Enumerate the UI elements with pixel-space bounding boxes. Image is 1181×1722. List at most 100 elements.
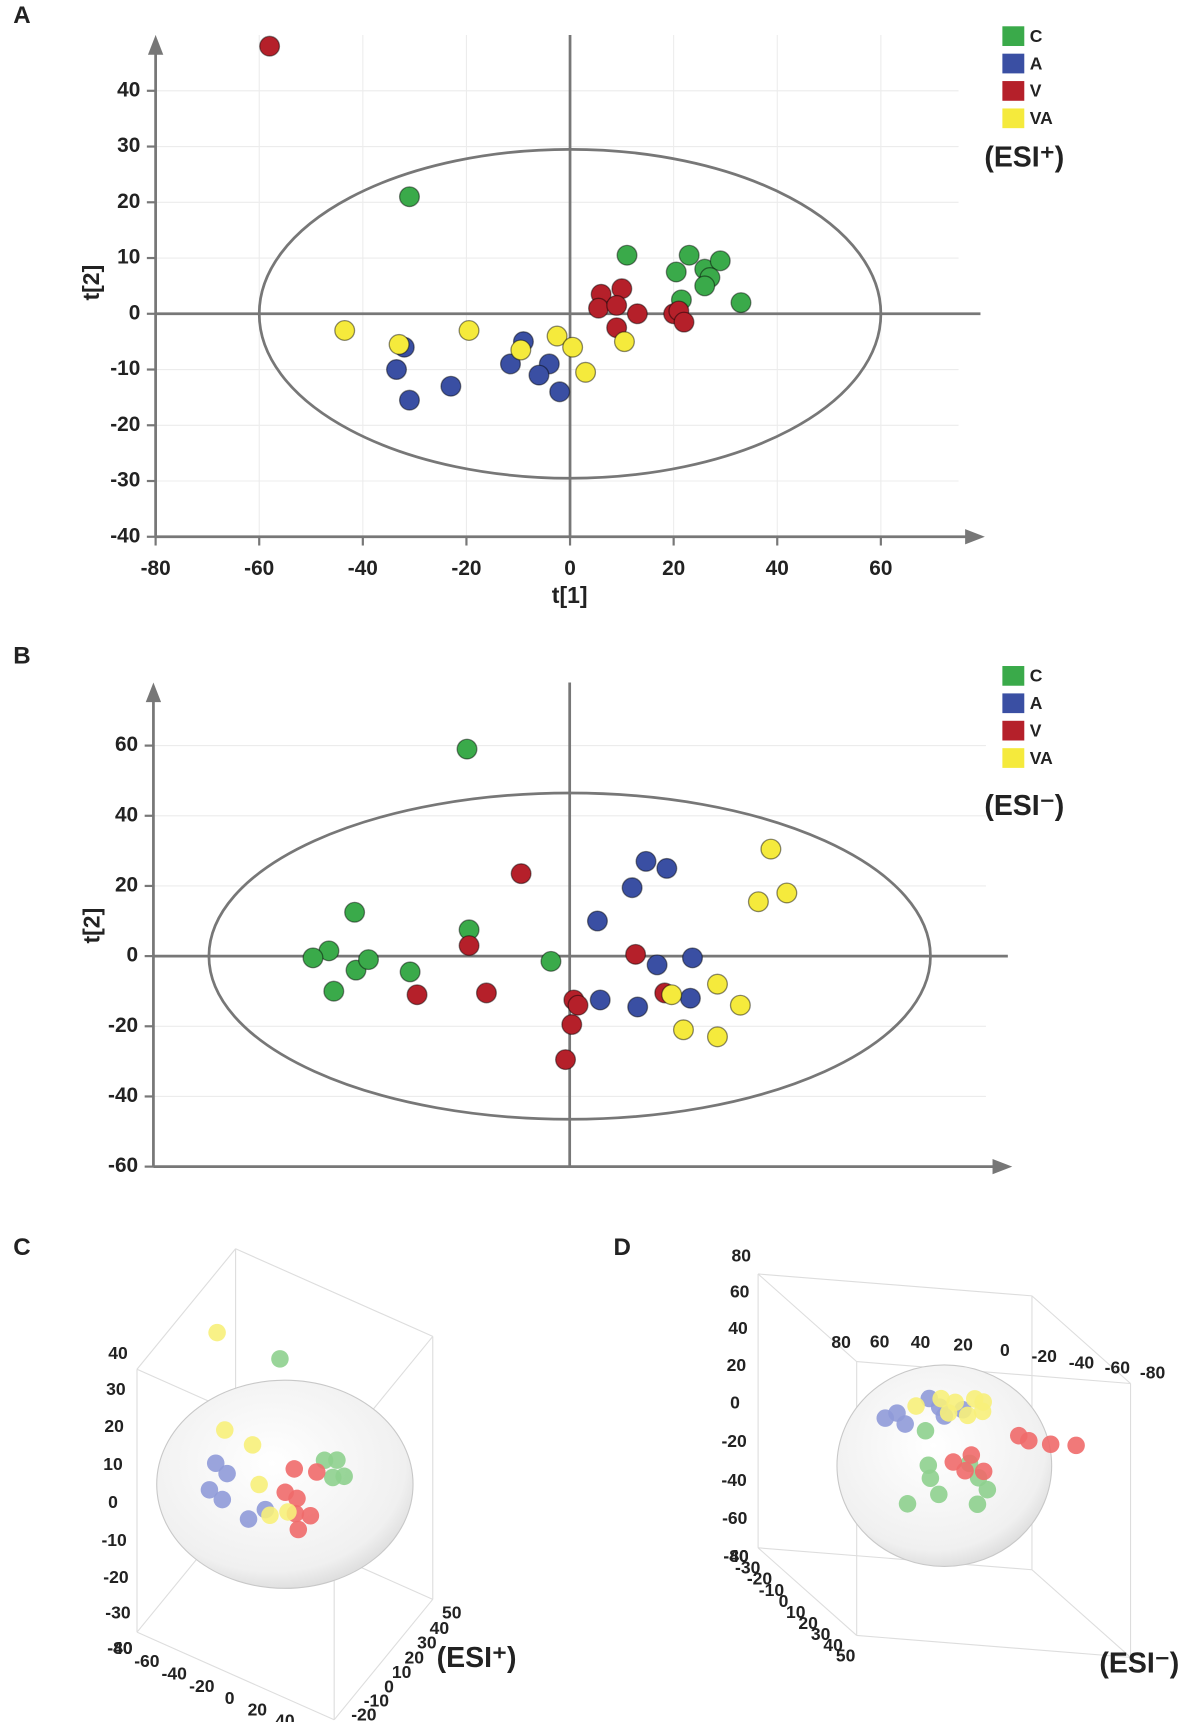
- y-tick-label: -30: [735, 1557, 761, 1577]
- point: [406, 984, 428, 1006]
- point: [250, 1475, 268, 1494]
- y-tick-label: 30: [417, 1633, 437, 1653]
- point: [259, 35, 281, 57]
- z-tick-label: 10: [103, 1454, 123, 1474]
- y-tick-label: 30: [811, 1624, 831, 1644]
- x-tick-label: 0: [564, 557, 576, 580]
- z-tick-label: 20: [104, 1416, 124, 1436]
- point: [694, 275, 716, 297]
- point: [930, 1485, 948, 1504]
- y-tick-label: -40: [110, 524, 140, 547]
- y-tick-label: 50: [442, 1603, 462, 1623]
- z-tick-label: 0: [108, 1492, 118, 1512]
- x-tick-label: 20: [248, 1699, 268, 1719]
- point: [289, 1520, 308, 1539]
- y-tick-label: 10: [117, 246, 140, 269]
- y-tick-label: 10: [392, 1662, 412, 1682]
- point: [932, 1389, 950, 1408]
- box-edge: [758, 1547, 1032, 1571]
- box-edge: [1031, 1569, 1131, 1658]
- point: [673, 311, 695, 333]
- point: [896, 1415, 914, 1433]
- y-tick-label: 40: [823, 1635, 843, 1655]
- point: [747, 891, 769, 913]
- x-tick-label: 0: [1000, 1340, 1010, 1360]
- confidence-ellipse: [257, 147, 883, 480]
- point: [218, 1464, 236, 1483]
- z-tick-label: 30: [106, 1379, 126, 1399]
- y-axis-label: t[2]: [78, 265, 104, 301]
- y-tick-label: -10: [364, 1690, 390, 1710]
- z-tick-label: 60: [730, 1281, 750, 1301]
- point: [958, 1406, 977, 1425]
- box-edge: [136, 1248, 237, 1370]
- z-tick-label: -20: [103, 1567, 129, 1587]
- point: [681, 947, 703, 969]
- point: [475, 982, 497, 1004]
- legend-label: V: [1030, 81, 1042, 101]
- y-tick-label: -60: [108, 1154, 138, 1177]
- point: [978, 1480, 997, 1499]
- point: [706, 973, 728, 995]
- y-tick-label: 0: [127, 944, 139, 967]
- legend-label: VA: [1030, 108, 1053, 128]
- point: [243, 1436, 262, 1454]
- confidence-ellipse: [207, 791, 932, 1121]
- x-axis-arrow: [992, 1158, 1013, 1175]
- point: [760, 838, 782, 860]
- panel-label: D: [614, 1234, 631, 1261]
- legend-label: A: [1030, 53, 1043, 73]
- point: [586, 910, 608, 932]
- point: [357, 949, 380, 971]
- y-tick-label: -20: [351, 1704, 377, 1722]
- legend-label: V: [1030, 720, 1042, 740]
- z-tick-label: -40: [721, 1470, 747, 1490]
- legend-swatch: [1002, 108, 1025, 129]
- x-tick-label: -40: [162, 1664, 188, 1684]
- point: [606, 294, 628, 316]
- point: [398, 186, 420, 208]
- legend-label: C: [1030, 26, 1043, 46]
- y-tick-label: -20: [747, 1569, 773, 1589]
- y-axis-label: t[2]: [78, 908, 104, 944]
- point: [616, 244, 638, 266]
- z-tick-label: -30: [105, 1603, 131, 1623]
- point: [613, 331, 635, 353]
- box-edge: [757, 1547, 858, 1636]
- point: [627, 996, 649, 1018]
- x-tick-label: -40: [348, 557, 378, 580]
- box-edge: [758, 1273, 1032, 1297]
- point: [385, 359, 408, 381]
- box-edge: [235, 1248, 433, 1337]
- point: [499, 353, 521, 375]
- x-tick-label: 80: [831, 1332, 851, 1352]
- y-tick-label: 50: [836, 1646, 856, 1666]
- y-tick-label: 20: [117, 190, 140, 213]
- point: [398, 389, 420, 411]
- box-edge: [856, 1634, 1131, 1658]
- point: [672, 1019, 694, 1041]
- point: [561, 1014, 583, 1036]
- point: [308, 1463, 326, 1481]
- point: [646, 954, 668, 976]
- point: [528, 364, 550, 386]
- point: [555, 1049, 577, 1071]
- z-tick-label: 20: [727, 1355, 747, 1375]
- point: [1020, 1431, 1038, 1450]
- point: [399, 961, 421, 983]
- point: [456, 738, 478, 760]
- point: [328, 1451, 346, 1469]
- point: [730, 292, 752, 314]
- point: [200, 1481, 219, 1499]
- x-tick-label: 40: [911, 1332, 931, 1352]
- z-tick-label: 40: [108, 1343, 128, 1363]
- point: [510, 863, 532, 885]
- z-tick-label: 0: [730, 1393, 740, 1413]
- point: [440, 375, 462, 397]
- y-tick-label: -20: [108, 1014, 138, 1037]
- y-tick-label: -20: [110, 413, 140, 436]
- point: [678, 244, 700, 266]
- point: [458, 319, 480, 342]
- point: [974, 1462, 993, 1481]
